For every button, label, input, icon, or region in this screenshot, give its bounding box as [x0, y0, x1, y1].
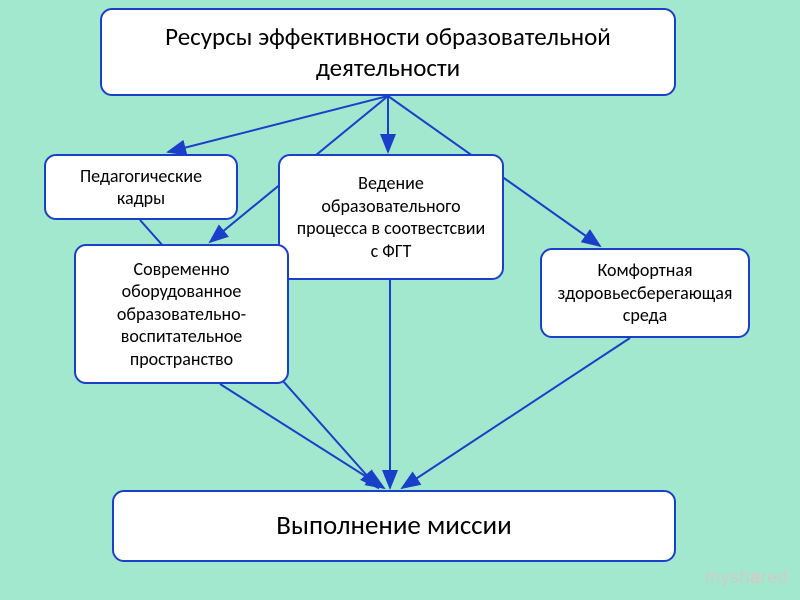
node-process-label: Ведение образовательного процесса в соот…	[296, 172, 486, 262]
edge-space-to-mission	[220, 384, 384, 488]
node-comfort: Комфортная здоровьесберегающая среда	[540, 248, 750, 338]
node-mission: Выполнение миссии	[112, 490, 676, 562]
node-title: Ресурсы эффективности образовательной де…	[100, 8, 676, 96]
node-comfort-label: Комфортная здоровьесберегающая среда	[558, 259, 733, 327]
node-title-label: Ресурсы эффективности образовательной де…	[118, 21, 658, 84]
node-mission-label: Выполнение миссии	[276, 509, 511, 543]
node-space: Современно оборудованное образовательно-…	[74, 244, 289, 384]
node-space-label: Современно оборудованное образовательно-…	[92, 258, 271, 371]
node-pedagogy: Педагогические кадры	[44, 154, 238, 220]
diagram-container: Ресурсы эффективности образовательной де…	[0, 0, 800, 600]
watermark-text: myshared	[705, 567, 788, 587]
edge-title-to-pedagogy	[168, 96, 388, 152]
edge-comfort-to-mission	[402, 338, 630, 488]
node-process: Ведение образовательного процесса в соот…	[278, 154, 504, 280]
watermark: myshared	[705, 567, 788, 588]
node-pedagogy-label: Педагогические кадры	[62, 165, 220, 210]
